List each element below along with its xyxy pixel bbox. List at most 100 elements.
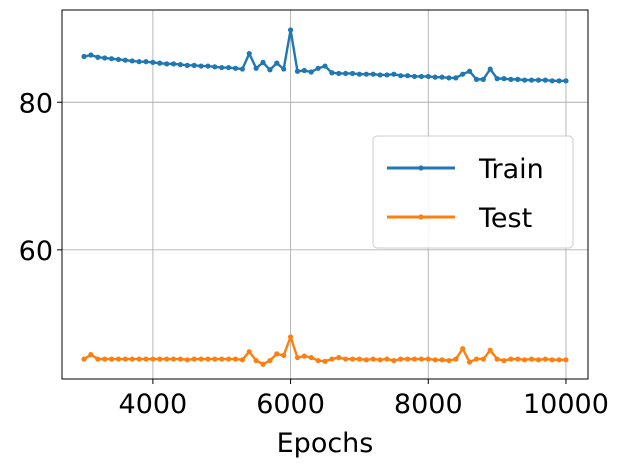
data-point-test [515, 356, 521, 362]
data-point-test [563, 357, 569, 363]
data-point-test [170, 356, 177, 362]
x-tick-label: 10000 [523, 389, 609, 420]
data-point-test [542, 356, 548, 362]
data-point-train [356, 71, 363, 77]
data-point-test [150, 356, 156, 362]
legend-marker [418, 214, 424, 220]
data-point-train [226, 64, 232, 71]
x-tick-label: 6000 [256, 389, 325, 420]
data-point-train [184, 62, 190, 68]
data-point-train [411, 73, 418, 80]
data-point-test [177, 356, 184, 362]
data-point-train [542, 77, 548, 83]
data-point-train [508, 76, 514, 82]
data-point-test [108, 356, 115, 362]
y-tick-label: 60 [19, 236, 53, 267]
data-point-test [405, 356, 411, 362]
data-point-train [136, 59, 142, 65]
data-point-test [473, 356, 480, 362]
data-point-train [556, 78, 562, 84]
data-point-train [398, 73, 404, 79]
data-point-train [164, 61, 170, 67]
data-point-train [212, 64, 218, 70]
data-point-train [150, 59, 156, 65]
data-point-train [157, 60, 163, 66]
data-point-test [377, 357, 383, 363]
data-point-test [157, 356, 163, 362]
data-point-train [391, 71, 397, 77]
data-point-test [205, 356, 211, 362]
data-point-train [377, 72, 383, 78]
legend-box [372, 135, 574, 249]
data-point-test [439, 357, 445, 363]
data-point-train [349, 70, 356, 77]
data-point-train [315, 65, 321, 71]
data-point-train [418, 73, 424, 80]
data-point-train [253, 65, 259, 71]
data-point-test [164, 356, 170, 362]
data-point-test [343, 356, 349, 362]
data-point-test [480, 356, 486, 362]
data-point-test [363, 357, 369, 363]
data-point-train [308, 69, 314, 75]
data-point-train [494, 76, 500, 82]
data-point-train [205, 63, 211, 69]
data-point-train [480, 76, 486, 82]
data-point-test [522, 357, 528, 363]
data-point-test [315, 357, 321, 364]
data-point-train [363, 71, 369, 77]
legend: Train Test [372, 135, 574, 249]
data-point-test [219, 356, 225, 362]
data-point-train [535, 77, 542, 83]
data-point-test [102, 356, 108, 362]
data-point-train [473, 76, 480, 82]
data-point-test [418, 356, 424, 362]
data-point-train [88, 52, 94, 58]
data-point-train [549, 78, 555, 84]
axis-ticks: 4000 6000 8000 10000 60 80 [19, 88, 609, 420]
data-point-test [398, 356, 404, 362]
data-point-test [349, 356, 356, 362]
data-point-test [136, 356, 142, 362]
data-point-train [563, 78, 569, 84]
x-tick-label: 8000 [394, 389, 463, 420]
data-point-train [198, 63, 204, 69]
legend-label-train: Train [478, 154, 544, 185]
series-line-train [83, 28, 566, 83]
data-point-test [294, 354, 301, 361]
data-point-train [432, 74, 438, 80]
data-point-train [102, 55, 108, 61]
data-point-train [95, 54, 101, 60]
data-point-train [528, 77, 535, 83]
data-point-train [343, 70, 349, 77]
data-point-test [253, 357, 259, 364]
data-point-train [370, 71, 376, 77]
y-tick-label: 80 [19, 88, 53, 119]
data-point-test [336, 354, 342, 361]
data-point-train [515, 76, 521, 82]
data-point-test [191, 356, 197, 362]
plot-frame [61, 9, 589, 380]
data-point-train [170, 61, 177, 67]
data-point-test [260, 361, 266, 367]
data-point-train [260, 59, 266, 65]
data-point-test [549, 357, 555, 363]
data-point-test [556, 357, 562, 363]
data-point-train [439, 74, 445, 80]
data-point-train [281, 66, 287, 72]
data-point-test [232, 356, 239, 362]
data-point-test [494, 356, 500, 362]
data-point-test [81, 356, 87, 362]
data-point-test [95, 356, 101, 362]
data-point-train [177, 62, 184, 68]
x-tick-label: 4000 [119, 389, 188, 420]
legend-label-test: Test [478, 203, 532, 234]
data-point-train [219, 64, 225, 71]
data-point-train [466, 68, 473, 74]
data-point-test [281, 352, 287, 358]
data-point-test [370, 356, 376, 362]
data-point-test [322, 358, 328, 364]
data-point-test [301, 353, 307, 359]
data-point-train [460, 71, 466, 77]
